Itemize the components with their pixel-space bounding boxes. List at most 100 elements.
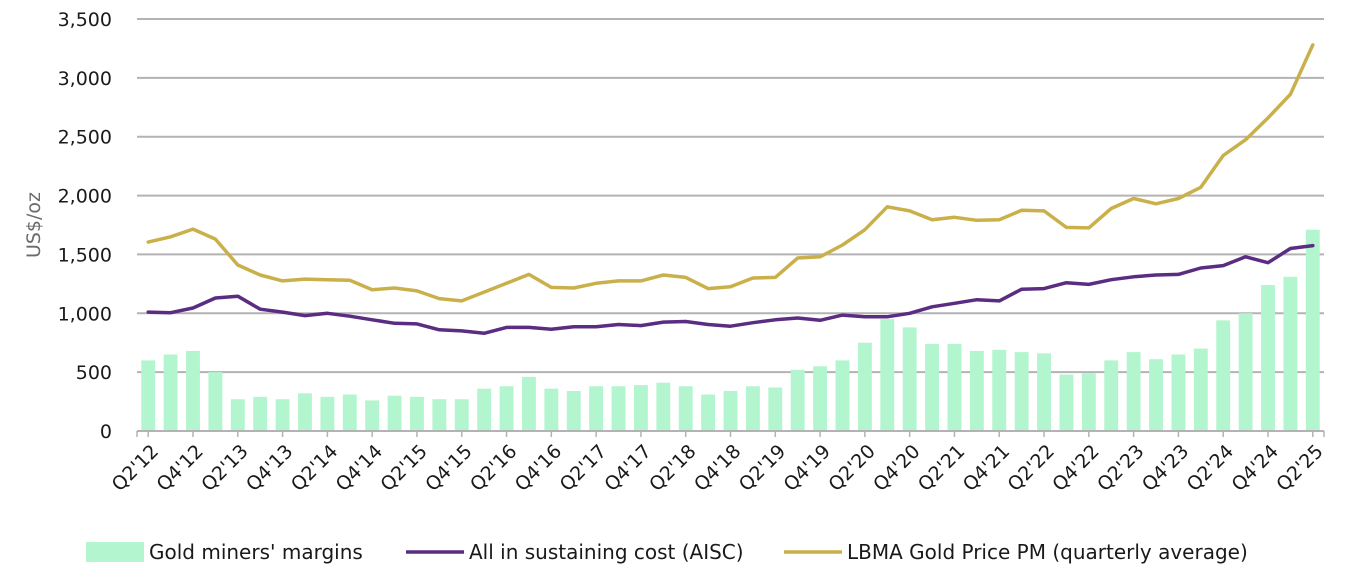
x-tick-label: Q4'12 xyxy=(152,440,207,495)
y-tick-label: 3,000 xyxy=(58,68,112,90)
x-tick-label: Q2'15 xyxy=(376,440,431,495)
legend-swatch-margins xyxy=(86,542,144,562)
bar-margin xyxy=(925,343,940,431)
bar-margin xyxy=(275,399,290,431)
bar-margin xyxy=(163,354,178,431)
bar-margin xyxy=(186,350,200,431)
bar-margin xyxy=(432,399,447,431)
bar-margin xyxy=(298,393,312,431)
bar-margin xyxy=(589,386,604,431)
gridlines xyxy=(137,18,1324,374)
bar-margin xyxy=(992,349,1007,431)
bar-margin xyxy=(387,395,402,431)
x-tick-label: Q2'25 xyxy=(1272,440,1327,495)
x-tick-label: Q2'17 xyxy=(556,440,611,495)
x-tick-label: Q2'18 xyxy=(645,440,700,495)
y-tick-label: 1,000 xyxy=(58,303,112,325)
bar-margin xyxy=(521,376,536,431)
bar-margin xyxy=(566,390,581,431)
legend-label-margins: Gold miners' margins xyxy=(149,540,363,564)
bar-margin xyxy=(342,394,357,431)
x-tick-label: Q2'16 xyxy=(466,440,521,495)
x-tick-label: Q2'12 xyxy=(108,440,163,495)
y-tick-label: 1,500 xyxy=(58,244,112,266)
bar-margin xyxy=(544,388,559,431)
bar-margin xyxy=(1149,359,1163,431)
bar-margin xyxy=(1283,276,1298,431)
bar-margin xyxy=(835,360,850,431)
bar-margin xyxy=(633,385,648,431)
legend-label-aisc: All in sustaining cost (AISC) xyxy=(469,540,744,564)
x-tick-label: Q2'23 xyxy=(1093,440,1148,495)
line-series-layer xyxy=(146,43,1315,336)
x-tick-label: Q4'18 xyxy=(690,440,745,495)
x-tick-label: Q4'23 xyxy=(1138,440,1193,495)
bar-margin xyxy=(902,327,917,431)
x-tick-label: Q2'20 xyxy=(824,440,879,495)
line-aisc xyxy=(146,243,1315,336)
bar-margin xyxy=(454,399,469,431)
x-tick-label: Q4'24 xyxy=(1227,440,1282,495)
x-tick-label: Q4'16 xyxy=(511,440,566,495)
bar-margin xyxy=(857,342,872,431)
bar-margin xyxy=(1104,360,1119,431)
x-tick-label: Q4'14 xyxy=(332,440,387,495)
y-tick-label: 500 xyxy=(76,362,112,384)
x-tick-label: Q2'24 xyxy=(1183,440,1238,495)
y-tick-label: 3,500 xyxy=(58,9,112,31)
x-tick-label: Q2'19 xyxy=(735,440,790,495)
x-tick-label: Q4'15 xyxy=(421,440,476,495)
x-tick-label: Q4'13 xyxy=(242,440,297,495)
line-lbma-gold-price xyxy=(146,43,1315,303)
x-tick-label: Q4'22 xyxy=(1048,440,1103,495)
bar-margin xyxy=(320,396,335,431)
bar-margin xyxy=(1081,373,1096,431)
bar-margin xyxy=(947,343,962,431)
legend-label-lbma: LBMA Gold Price PM (quarterly average) xyxy=(847,540,1248,564)
x-tick-label: Q4'21 xyxy=(959,440,1014,495)
bar-margin xyxy=(410,396,424,431)
bar-margin xyxy=(723,390,738,431)
bar-margin xyxy=(813,366,828,431)
bar-margin xyxy=(678,386,693,431)
bar-margin xyxy=(1216,320,1231,431)
bar-margin xyxy=(1193,348,1208,431)
y-axis-label: US$/oz xyxy=(23,192,45,258)
bar-margin xyxy=(701,394,716,431)
legend: Gold miners' margins All in sustaining c… xyxy=(86,540,1248,564)
x-tick-label: Q2'14 xyxy=(287,440,342,495)
x-tick-label: Q4'19 xyxy=(780,440,835,495)
bar-margin xyxy=(230,399,245,431)
bar-margin xyxy=(208,372,223,431)
bar-margin xyxy=(1059,374,1074,431)
bar-margin xyxy=(1014,352,1029,431)
bar-margin xyxy=(365,400,380,431)
bar-margin xyxy=(477,388,492,431)
bar-margin xyxy=(768,387,783,431)
x-tick-label: Q2'22 xyxy=(1003,440,1058,495)
bar-margin xyxy=(1126,352,1141,431)
bar-margin xyxy=(1305,229,1320,431)
x-tick-label: Q2'13 xyxy=(197,440,252,495)
bar-margin xyxy=(790,369,805,431)
x-tick-label: Q2'21 xyxy=(914,440,969,495)
bar-margin xyxy=(1238,313,1253,431)
bar-margin xyxy=(1261,285,1275,431)
bar-margin xyxy=(253,396,268,431)
bar-margin xyxy=(1171,354,1186,431)
bar-margin xyxy=(969,350,984,431)
bar-margin xyxy=(745,386,760,431)
bar-margin xyxy=(1037,353,1051,431)
y-tick-label: 2,500 xyxy=(58,127,112,149)
bar-margin xyxy=(656,382,671,431)
bar-margin xyxy=(141,360,156,431)
bar-margin xyxy=(499,386,514,431)
y-tick-label: 0 xyxy=(100,421,112,443)
bar-margin xyxy=(880,319,895,431)
y-tick-label: 2,000 xyxy=(58,186,112,208)
x-tick-label: Q4'17 xyxy=(600,440,655,495)
x-tick-label: Q4'20 xyxy=(869,440,924,495)
bar-series-layer xyxy=(141,229,1320,431)
